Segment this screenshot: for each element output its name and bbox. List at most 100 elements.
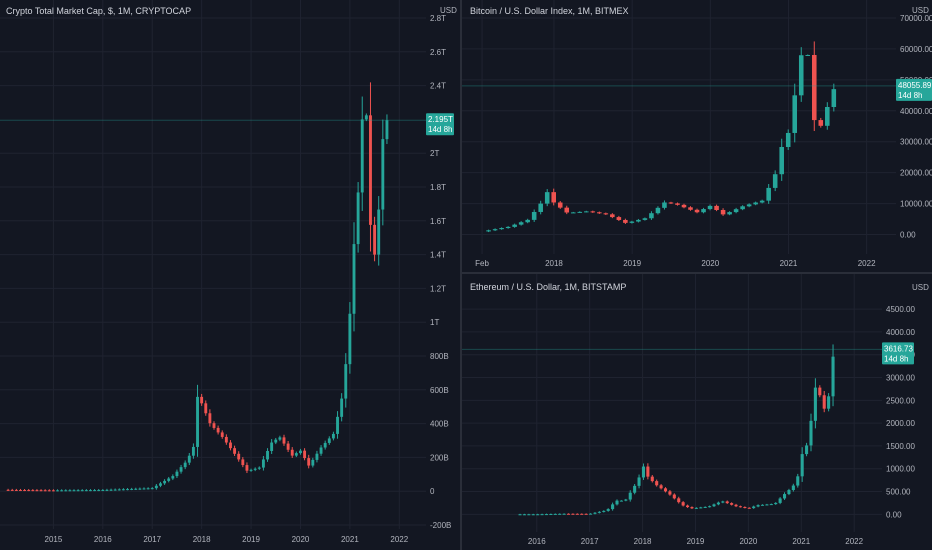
candle-body (597, 212, 602, 214)
candle-body (31, 490, 35, 492)
candle-body (93, 490, 97, 492)
candle-body (672, 494, 676, 499)
candle-body (753, 202, 758, 205)
candle-body (64, 490, 68, 492)
candle-body (183, 462, 187, 468)
candle-body (224, 436, 228, 443)
candle-body (80, 490, 84, 492)
y-tick-label: 2.6T (430, 48, 446, 57)
candle-body (765, 504, 769, 506)
pane-divider-vertical[interactable] (460, 0, 462, 550)
y-tick-label: 1.2T (430, 284, 446, 293)
y-tick-label: 200B (430, 453, 449, 462)
candle-body (531, 211, 537, 220)
candle-body (241, 459, 245, 466)
candle-body (825, 106, 830, 126)
candle-body (584, 211, 589, 213)
x-tick-label: 2020 (292, 535, 310, 544)
candle-body (10, 489, 14, 491)
candle-body (564, 207, 570, 213)
ethereum-chart[interactable]: Ethereum / U.S. Dollar, 1M, BITSTAMP USD… (462, 274, 932, 550)
candle-body (606, 509, 610, 511)
candle-body (315, 453, 319, 460)
candle-body (512, 224, 517, 227)
candle-body (637, 477, 641, 486)
candle-body (721, 501, 725, 503)
candle-body (220, 432, 224, 437)
y-tick-label: 2500.00 (886, 396, 915, 405)
candle-body (831, 89, 837, 107)
x-tick-label: 2016 (94, 535, 112, 544)
bitcoin-chart-pane[interactable]: Bitcoin / U.S. Dollar Index, 1M, BITMEX … (462, 0, 932, 272)
candle-body (675, 203, 680, 205)
candle-body (527, 514, 531, 516)
candle-body (208, 413, 212, 424)
y-tick-label: 400B (430, 420, 449, 429)
candle-body (286, 443, 290, 450)
candle-body (746, 204, 752, 207)
candle-body (740, 206, 745, 210)
currency-label: USD (440, 6, 457, 15)
candle-body (101, 490, 105, 492)
x-tick-label: 2021 (341, 535, 359, 544)
candle-body (150, 488, 154, 490)
candle-body (76, 490, 80, 492)
y-tick-label: 1.8T (430, 183, 446, 192)
y-tick-label: 60000.00 (900, 45, 932, 54)
y-tick-label: 4500.00 (886, 305, 915, 314)
candle-body (562, 513, 566, 515)
crypto-market-cap-chart[interactable]: Crypto Total Market Cap, $, 1M, CRYPTOCA… (0, 0, 460, 550)
candle-body (518, 514, 522, 516)
candle-body (822, 395, 826, 409)
x-tick-label: 2022 (390, 535, 408, 544)
candle-body (558, 513, 562, 515)
candle-body (360, 119, 364, 193)
candle-body (253, 468, 257, 470)
candle-body (138, 488, 142, 490)
candle-body (580, 513, 584, 515)
candle-body (23, 490, 27, 492)
pane-divider-horizontal[interactable] (462, 272, 932, 274)
candle-body (282, 437, 286, 444)
candle-body (641, 466, 646, 478)
candle-body (175, 471, 179, 477)
candle-body (725, 501, 729, 504)
candle-body (492, 229, 498, 231)
candle-body (381, 139, 385, 210)
candle-body (668, 202, 674, 204)
candle-body (229, 442, 232, 449)
candle-body (187, 455, 191, 463)
candle-body (68, 490, 72, 492)
current-price-badge: 48055.89 14d 8h (896, 78, 932, 101)
candle-body (575, 513, 579, 515)
y-tick-label: 800B (430, 352, 449, 361)
y-tick-label: 0 (430, 487, 435, 496)
candle-body (694, 209, 700, 213)
crypto-market-cap-chart-pane[interactable]: Crypto Total Market Cap, $, 1M, CRYPTOCA… (0, 0, 460, 550)
candle-body (703, 506, 707, 508)
candle-body (525, 219, 530, 223)
candle-body (760, 504, 765, 506)
y-tick-label: 40000.00 (900, 107, 932, 116)
candle-body (113, 489, 117, 491)
candle-body (331, 433, 335, 439)
candle-body (570, 212, 576, 214)
candle-body (364, 115, 368, 120)
x-tick-label: 2019 (623, 259, 641, 268)
bitcoin-chart[interactable]: Bitcoin / U.S. Dollar Index, 1M, BITMEX … (462, 0, 932, 272)
candle-body (344, 364, 348, 399)
candle-body (72, 490, 76, 492)
candle-body (805, 54, 811, 56)
chart-title: Ethereum / U.S. Dollar, 1M, BITSTAMP (470, 282, 626, 292)
candle-body (200, 396, 204, 404)
ethereum-chart-pane[interactable]: Ethereum / U.S. Dollar, 1M, BITSTAMP USD… (462, 274, 932, 550)
y-tick-label: 0.00 (900, 231, 916, 240)
current-price-label: 48055.89 (898, 81, 932, 90)
y-tick-label: 30000.00 (900, 138, 932, 147)
x-tick-label: 2017 (581, 537, 599, 546)
candle-body (610, 214, 615, 218)
candle-body (747, 507, 751, 509)
candle-body (677, 498, 681, 503)
x-tick-label: 2018 (634, 537, 652, 546)
candle-body (109, 489, 113, 491)
